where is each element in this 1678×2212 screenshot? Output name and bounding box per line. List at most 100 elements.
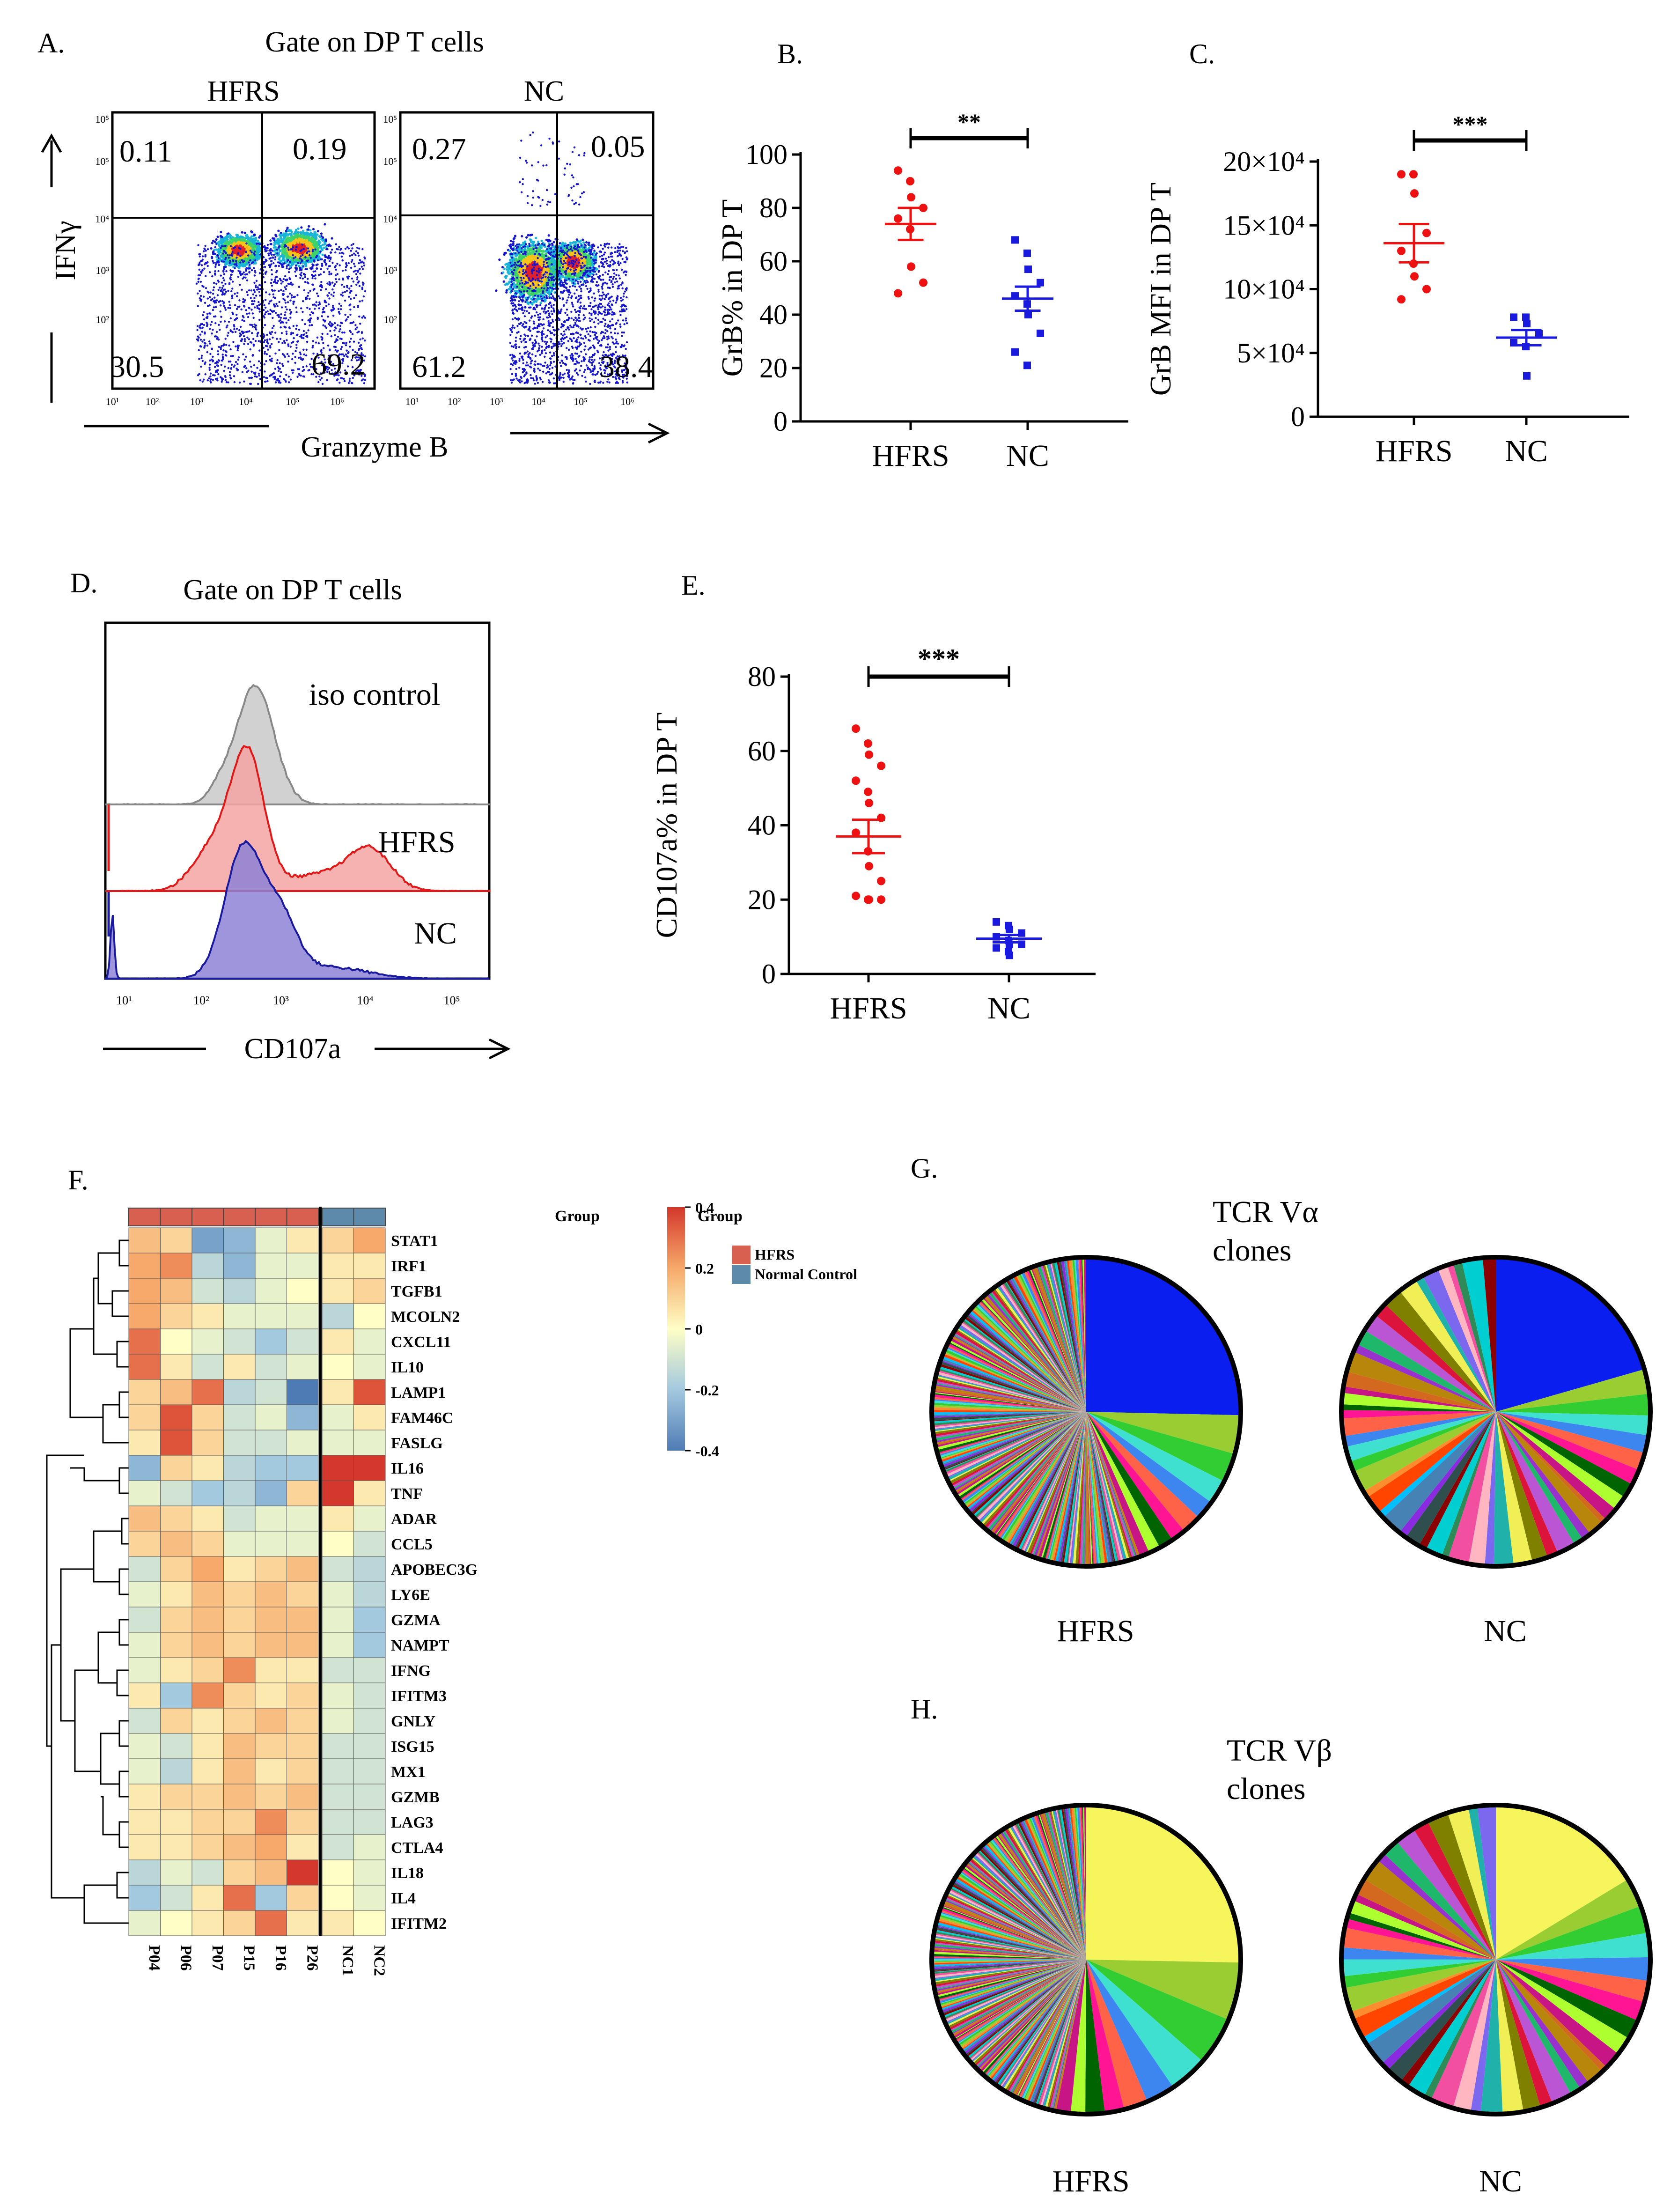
- flow-dot: [303, 289, 305, 292]
- flow-dot: [206, 313, 209, 315]
- flow-dot: [202, 295, 205, 298]
- flow-dot: [252, 354, 254, 356]
- flow-dot: [210, 299, 213, 302]
- flow-dot: [282, 258, 285, 260]
- flow-dot: [274, 256, 277, 258]
- flow-dot: [337, 308, 340, 310]
- flow-dot: [295, 328, 297, 330]
- flow-dot: [300, 334, 303, 336]
- flow-dot: [350, 266, 353, 269]
- flow-dot: [274, 258, 276, 261]
- flow-dot: [321, 383, 324, 385]
- flow-dot: [278, 245, 281, 248]
- flow-dot: [253, 237, 256, 241]
- flow-dot: [299, 269, 301, 272]
- flow-dot: [216, 299, 218, 302]
- flow-dot: [324, 301, 326, 303]
- flow-dot: [281, 321, 284, 323]
- flow-dot: [241, 288, 243, 291]
- flow-dot: [214, 315, 217, 317]
- flow-dot: [361, 248, 364, 251]
- flow-dot: [266, 380, 269, 383]
- flow-dot: [295, 347, 298, 349]
- flow-dot: [259, 377, 262, 380]
- flow-dot: [266, 340, 268, 343]
- flow-dot: [207, 291, 210, 294]
- flow-dot: [221, 359, 223, 362]
- flow-dot: [347, 382, 350, 384]
- flow-dot: [215, 361, 217, 364]
- flow-dot: [330, 273, 332, 275]
- flow-dot: [197, 374, 199, 376]
- flow-dot: [243, 335, 245, 338]
- flow-dot: [285, 288, 287, 290]
- flow-dot: [294, 229, 298, 232]
- flow-dot: [199, 255, 201, 258]
- flow-dot: [272, 237, 274, 240]
- flow-dot: [220, 347, 222, 349]
- flow-dot: [266, 377, 268, 379]
- flow-dot: [315, 237, 318, 240]
- flow-dot: [204, 342, 206, 345]
- flow-dot: [239, 252, 243, 255]
- flow-dot: [242, 298, 244, 301]
- flow-dot: [272, 310, 275, 312]
- flow-dot: [210, 247, 213, 250]
- flow-dot: [298, 356, 300, 359]
- flow-dot: [213, 241, 217, 243]
- flow-dot: [197, 274, 200, 277]
- flow-dot: [300, 374, 302, 377]
- flow-dot: [231, 280, 234, 283]
- flow-dot: [541, 307, 544, 310]
- flow-dot: [344, 299, 346, 302]
- flow-dot: [294, 361, 296, 364]
- flow-dot: [294, 233, 297, 236]
- flow-dot: [321, 286, 324, 288]
- flow-dot: [288, 268, 290, 270]
- flow-dot: [334, 341, 337, 343]
- flow-dot: [302, 300, 304, 302]
- flow-dot: [242, 246, 244, 249]
- flow-dot: [350, 244, 353, 246]
- flow-dot: [274, 311, 277, 314]
- flow-dot: [253, 281, 256, 284]
- flow-dot: [230, 273, 233, 276]
- flow-dot: [353, 340, 355, 343]
- flow-dot: [225, 344, 228, 346]
- flow-dot: [350, 260, 353, 263]
- flow-dot: [316, 317, 319, 319]
- flow-dot: [230, 363, 233, 366]
- flow-dot: [253, 297, 256, 299]
- flow-dot: [246, 294, 249, 296]
- flow-dot: [332, 304, 334, 307]
- flow-dot: [231, 288, 234, 290]
- flow-dot: [309, 257, 312, 259]
- flow-dot: [230, 355, 232, 357]
- flow-dot: [239, 244, 242, 247]
- flow-dot: [309, 324, 311, 327]
- panel-a: A. Gate on DP T cells HFRS NC 0.11 0.19 …: [37, 26, 670, 463]
- flow-dot: [302, 366, 304, 369]
- flow-dot: [288, 277, 291, 280]
- flow-dot: [321, 315, 323, 317]
- flow-dot: [280, 306, 283, 309]
- flow-dot: [246, 291, 248, 294]
- flow-dot: [361, 268, 364, 270]
- flow-dot: [236, 256, 238, 259]
- flow-dot: [287, 229, 289, 232]
- flow-dot: [279, 338, 282, 340]
- flow-dot: [250, 365, 252, 368]
- flow-dot: [227, 334, 229, 337]
- flow-dot: [212, 374, 214, 376]
- flow-dot: [239, 261, 242, 264]
- flow-dot: [361, 287, 364, 289]
- flow-dot: [259, 303, 262, 305]
- flow-dot: [244, 276, 247, 279]
- flow-dot: [295, 344, 298, 346]
- flow-dot: [272, 317, 274, 319]
- flow-dot: [303, 353, 305, 356]
- flow-dot: [217, 261, 219, 264]
- flow-dot: [362, 315, 365, 317]
- flow-dot: [315, 341, 317, 344]
- flow-dot: [346, 318, 348, 321]
